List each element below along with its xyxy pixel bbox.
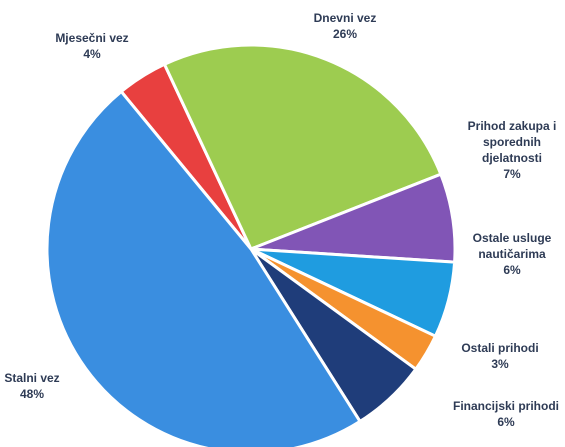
slice-name: Dnevni vez — [313, 11, 377, 25]
slice-label: Prihod zakupa i sporednih djelatnosti 7% — [457, 118, 565, 182]
slice-label: Stalni vez 48% — [0, 370, 72, 402]
slice-label: Mjesečni vez 4% — [47, 30, 137, 62]
slice-name: Mjesečni vez — [55, 31, 129, 45]
slice-name: Ostale usluge nautičarima — [472, 231, 552, 261]
slice-label: Ostali prihodi 3% — [445, 340, 555, 372]
slice-percent: 3% — [491, 357, 509, 371]
slice-name: Stalni vez — [4, 371, 60, 385]
slice-percent: 26% — [332, 27, 358, 41]
slice-label: Financijski prihodi 6% — [436, 398, 565, 430]
slice-name: Ostali prihodi — [461, 341, 539, 355]
slice-name: Prihod zakupa i sporednih djelatnosti — [467, 119, 557, 165]
slice-percent: 4% — [83, 47, 101, 61]
slice-label: Dnevni vez 26% — [300, 10, 390, 42]
slice-percent: 7% — [503, 167, 521, 181]
pie-slice — [45, 89, 363, 447]
slice-percent: 48% — [19, 387, 45, 401]
slice-percent: 6% — [497, 415, 515, 429]
pie-slice — [162, 43, 443, 251]
slice-percent: 6% — [503, 263, 521, 277]
slice-name: Financijski prihodi — [452, 399, 559, 413]
slice-label: Ostale usluge nautičarima 6% — [457, 230, 565, 278]
